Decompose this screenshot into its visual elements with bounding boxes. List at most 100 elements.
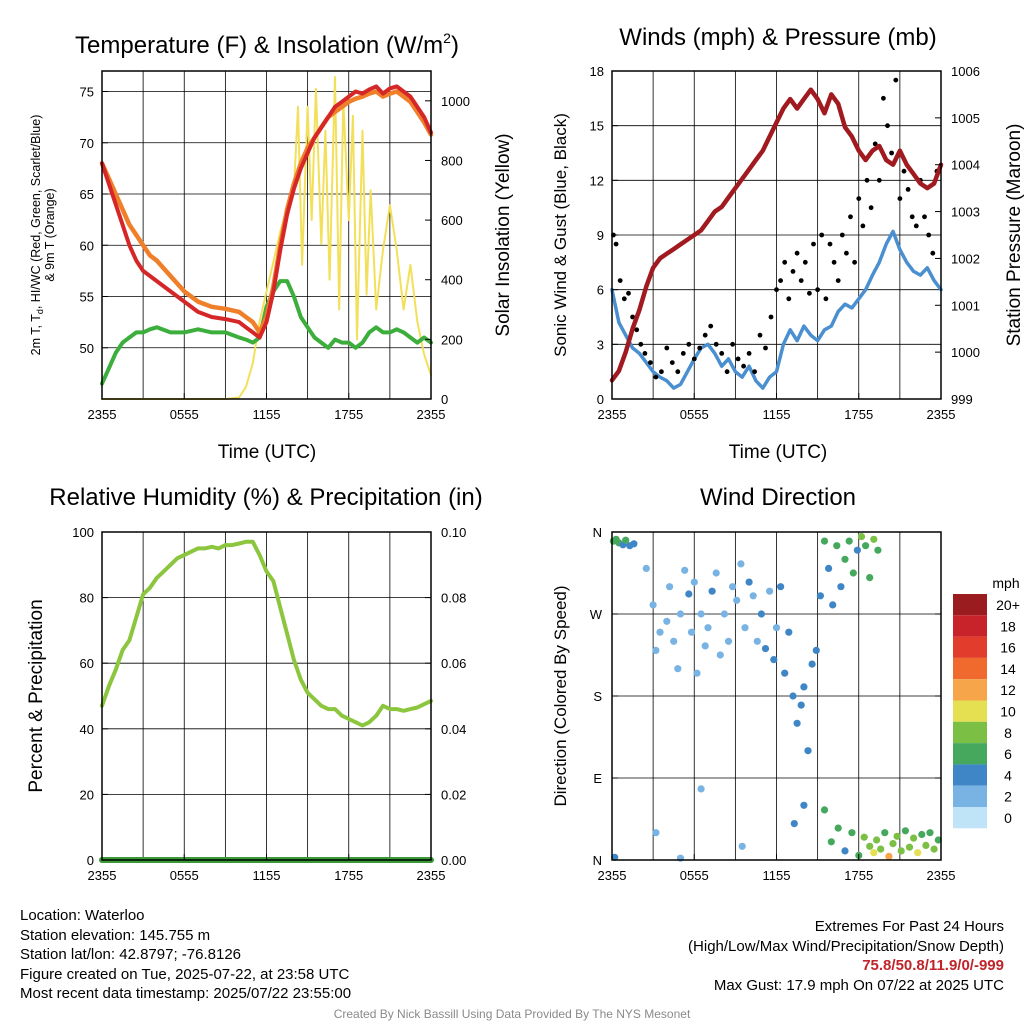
direction-point — [749, 592, 757, 600]
winds-ytick-right-label: 1002 — [951, 251, 980, 266]
gust-point — [881, 95, 886, 101]
rh-xtick-label: 1755 — [334, 868, 363, 883]
winds-ytick-left-label: 3 — [597, 337, 604, 352]
direction-point — [893, 832, 901, 840]
legend-label: 8 — [1004, 725, 1012, 741]
direction-point — [829, 601, 837, 609]
temperature-ylabel-right: Solar Insolation (Yellow) — [493, 133, 514, 336]
direction-point — [724, 637, 733, 645]
direction-point — [630, 540, 638, 548]
direction-point — [926, 829, 934, 837]
direction-point — [761, 645, 770, 653]
gust-point — [730, 341, 735, 347]
gust-point — [675, 369, 681, 375]
legend-label: 20+ — [996, 597, 1020, 613]
temperature-ylabel-left: 2m T, Td, HI/WC (Red, Green, Scarlet/Blu… — [29, 115, 45, 356]
direction-point — [870, 535, 878, 543]
temp-ytick-right-label: 400 — [441, 273, 463, 288]
direction-point — [681, 566, 689, 574]
legend-swatch — [953, 679, 987, 701]
rh-ytick-right-label: 0.10 — [441, 525, 466, 540]
direction-point — [733, 596, 741, 604]
legend-label: 0 — [1004, 810, 1012, 826]
direction-point — [897, 847, 905, 855]
dir-ytick-label: N — [593, 853, 602, 868]
gust-point — [823, 296, 829, 302]
direction-point — [922, 841, 930, 850]
direction-point — [670, 637, 678, 645]
relative-humidity-line — [100, 539, 433, 728]
station-pressure-line — [609, 87, 944, 383]
winds-ytick-right-label: 1003 — [951, 205, 980, 220]
winds-xtick-label: 1155 — [763, 407, 791, 422]
direction-point — [877, 845, 885, 853]
direction-point — [797, 701, 805, 709]
gust-point — [638, 341, 644, 347]
legend-label: 6 — [1004, 746, 1012, 762]
extremes-title: Extremes For Past 24 Hours — [814, 918, 1004, 935]
gust-point — [876, 177, 882, 183]
gust-point — [798, 278, 804, 283]
gust-point — [839, 232, 845, 238]
direction-point — [790, 820, 798, 828]
direction-point — [853, 546, 862, 554]
legend-title: mph — [992, 575, 1019, 591]
direction-point — [800, 683, 808, 691]
gust-point — [630, 314, 635, 320]
direction-point — [741, 624, 749, 632]
gust-point — [768, 314, 774, 320]
gust-point — [786, 296, 792, 302]
winds-ytick-right-label: 1000 — [951, 345, 980, 360]
winds-ytick-left-label: 6 — [597, 283, 604, 298]
direction-point — [697, 610, 705, 618]
direction-point — [881, 829, 889, 837]
winds-ylabel-right: Station Pressure (Maroon) — [1004, 124, 1024, 347]
winds-xtick-label: 2355 — [598, 407, 627, 422]
rh-xtick-label: 2355 — [417, 868, 446, 883]
gust-point — [664, 345, 670, 351]
direction-point — [738, 842, 746, 850]
gust-point — [669, 360, 675, 365]
gust-point — [724, 369, 730, 375]
direction-point — [889, 840, 897, 848]
dir-ytick-label: E — [593, 771, 602, 786]
direction-point — [845, 537, 853, 545]
direction-point — [804, 747, 812, 755]
gust-point — [642, 351, 648, 356]
gust-point — [648, 360, 653, 365]
gust-point — [831, 259, 837, 265]
winds-xtick-label: 2355 — [927, 407, 956, 422]
gust-point — [691, 356, 697, 362]
temp-xtick-label: 1155 — [253, 407, 281, 422]
direction-point — [789, 692, 797, 700]
speed-color-legend: mph 20+ 18 16 14 12 10 8 6 4 2 0 — [953, 575, 1020, 829]
legend-swatch — [953, 721, 987, 744]
dir-xtick-label: 2355 — [927, 868, 956, 883]
temp-ytick-right-label: 200 — [441, 332, 463, 347]
winds-panel-title: Winds (mph) & Pressure (mb) — [619, 24, 936, 51]
gust-point — [844, 250, 849, 256]
station-location: Location: Waterloo — [20, 907, 145, 924]
temp-ytick-left-label: 65 — [80, 187, 94, 202]
gust-point — [680, 351, 686, 356]
winds-xtick-label: 0555 — [680, 407, 709, 422]
gust-point — [835, 278, 841, 283]
rh-xtick-label: 1155 — [253, 868, 281, 883]
gust-point — [790, 269, 796, 274]
sonic-wind-line — [610, 229, 943, 390]
gust-point — [613, 241, 619, 247]
rh-ytick-right-label: 0.08 — [441, 591, 466, 606]
direction-point — [874, 546, 882, 554]
direction-point — [770, 656, 778, 664]
direction-point — [656, 628, 664, 636]
winds-ytick-right-label: 1005 — [951, 111, 980, 126]
rh-xtick-label: 2355 — [88, 868, 117, 883]
direction-panel-title: Wind Direction — [700, 484, 856, 511]
direction-point — [781, 669, 789, 677]
direction-point — [934, 836, 942, 844]
winds-ytick-right-label: 1004 — [951, 158, 980, 173]
station-info: Location: Waterloo Station elevation: 14… — [20, 906, 351, 1004]
rh-ytick-left-label: 40 — [80, 722, 94, 737]
temp-ytick-right-label: 0 — [441, 392, 448, 407]
